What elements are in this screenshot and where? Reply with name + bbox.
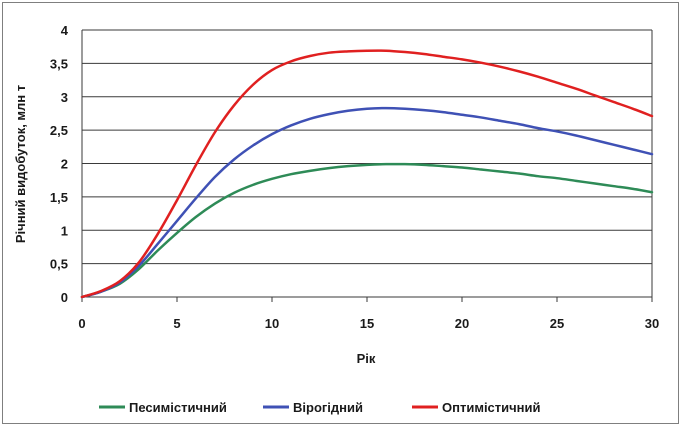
chart-frame — [2, 2, 679, 424]
axes — [81, 30, 653, 302]
y-tick-label: 0,5 — [50, 257, 68, 272]
legend-label-3: Оптимістичний — [442, 400, 541, 415]
x-tick-label: 15 — [360, 316, 374, 331]
y-tick-label: 3,5 — [50, 56, 68, 71]
series-line-2 — [80, 106, 654, 299]
x-axis-title: Рік — [357, 351, 376, 366]
x-tick-label: 25 — [550, 316, 564, 331]
series-lines — [80, 49, 654, 299]
y-tick-label: 1 — [61, 223, 68, 238]
y-tick-label: 4 — [61, 23, 69, 38]
y-tick-label: 2,5 — [50, 123, 68, 138]
y-tick-label: 0 — [61, 290, 68, 305]
x-tick-label: 10 — [265, 316, 279, 331]
y-axis-title: Річний видобуток, млн т — [13, 85, 28, 243]
gridlines — [82, 29, 652, 298]
legend-label-1: Песимістичний — [129, 400, 227, 415]
legend-label-2: Вірогідний — [293, 400, 363, 415]
x-tick-label: 30 — [645, 316, 659, 331]
y-tick-label: 2 — [61, 157, 68, 172]
tick-labels: 0 0,5 1 1,5 2 2,5 3 3,5 4 0 5 10 15 20 25 30 — [50, 23, 659, 331]
x-tick-label: 20 — [455, 316, 469, 331]
series-line-3 — [80, 49, 654, 299]
y-tick-label: 3 — [61, 90, 68, 105]
series-line-1 — [80, 162, 654, 299]
legend: Песимістичний Вірогідний Оптимістичний — [99, 400, 541, 415]
x-tick-label: 5 — [173, 316, 180, 331]
y-tick-label: 1,5 — [50, 190, 68, 205]
x-tick-label: 0 — [78, 316, 85, 331]
